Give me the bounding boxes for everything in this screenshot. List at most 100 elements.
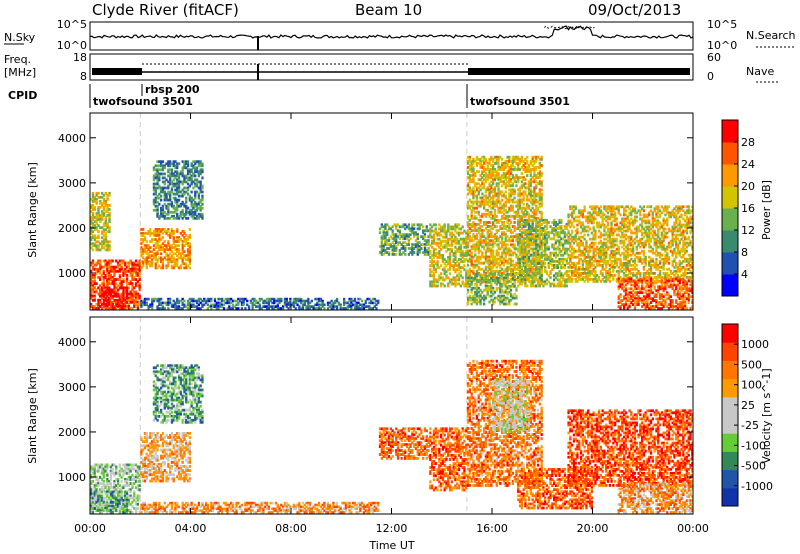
range-gate-cell: [190, 164, 193, 168]
range-gate-cell: [518, 249, 522, 253]
range-gate-cell: [488, 221, 491, 224]
range-gate-cell: [493, 214, 497, 218]
range-gate-cell: [481, 159, 484, 163]
range-gate-cell: [477, 190, 480, 194]
range-gate-cell: [303, 303, 306, 307]
range-gate-cell: [283, 299, 287, 303]
range-gate-cell: [454, 262, 457, 265]
range-gate-cell: [118, 298, 122, 302]
range-gate-cell: [504, 194, 507, 198]
range-gate-cell: [518, 204, 522, 208]
range-gate-cell: [152, 182, 156, 186]
range-gate-cell: [156, 210, 159, 214]
range-gate-cell: [215, 307, 218, 310]
range-gate-cell: [457, 276, 461, 280]
range-gate-cell: [477, 241, 480, 245]
range-gate-cell: [413, 223, 416, 227]
range-gate-cell: [152, 299, 156, 303]
range-gate-cell: [531, 214, 534, 218]
range-gate-cell: [493, 202, 497, 206]
range-gate-cell: [380, 237, 383, 241]
range-gate-cell: [483, 184, 486, 188]
range-gate-cell: [402, 245, 405, 248]
range-gate-cell: [501, 267, 504, 271]
range-gate-cell: [522, 223, 525, 226]
range-gate-cell: [425, 243, 428, 246]
range-gate-cell: [160, 260, 163, 264]
range-gate-cell: [474, 210, 477, 214]
range-gate-cell: [466, 269, 470, 273]
range-gate-cell: [411, 245, 414, 248]
range-gate-cell: [522, 253, 525, 257]
range-gate-cell: [99, 294, 102, 298]
range-gate-cell: [91, 248, 95, 252]
range-gate-cell: [149, 240, 152, 243]
range-gate-cell: [461, 241, 464, 245]
range-gate-cell: [468, 168, 471, 171]
range-gate-cell: [502, 227, 506, 230]
range-gate-cell: [524, 275, 527, 279]
range-gate-cell: [368, 307, 371, 310]
range-gate-cell: [140, 232, 143, 235]
range-gate-cell: [242, 301, 245, 305]
range-gate-cell: [174, 176, 177, 180]
range-gate-cell: [526, 276, 529, 280]
range-gate-cell: [104, 204, 107, 207]
range-gate-cell: [493, 190, 497, 194]
range-gate-cell: [490, 286, 493, 290]
range-gate-cell: [122, 269, 125, 273]
range-gate-cell: [474, 265, 477, 269]
range-gate-cell: [483, 294, 486, 298]
range-gate-cell: [465, 276, 468, 280]
range-gate-cell: [443, 225, 446, 229]
range-gate-cell: [518, 245, 522, 249]
range-gate-cell: [125, 292, 129, 296]
range-gate-cell: [273, 297, 276, 301]
range-gate-cell: [533, 233, 536, 237]
range-gate-cell: [262, 299, 265, 303]
range-gate-cell: [506, 198, 509, 202]
range-gate-cell: [235, 303, 238, 307]
range-gate-cell: [486, 166, 489, 169]
range-gate-cell: [213, 297, 217, 301]
range-gate-cell: [535, 239, 538, 243]
range-gate-cell: [163, 301, 166, 305]
range-gate-cell: [513, 279, 516, 282]
range-gate-cell: [108, 216, 111, 219]
range-gate-cell: [163, 166, 166, 170]
range-gate-cell: [194, 174, 197, 178]
range-gate-cell: [511, 269, 514, 273]
range-gate-cell: [97, 210, 100, 213]
range-gate-cell: [468, 180, 471, 184]
range-gate-cell: [317, 303, 321, 307]
range-gate-cell: [522, 190, 525, 194]
range-gate-cell: [335, 305, 339, 308]
range-gate-cell: [217, 297, 220, 301]
range-gate-cell: [520, 253, 523, 257]
range-gate-cell: [95, 248, 98, 252]
range-gate-cell: [474, 229, 477, 232]
range-gate-cell: [420, 223, 423, 227]
range-gate-cell: [526, 231, 529, 235]
range-gate-cell: [445, 245, 448, 249]
range-gate-cell: [529, 233, 532, 237]
range-gate-cell: [387, 225, 391, 229]
range-gate-cell: [504, 227, 507, 230]
range-gate-cell: [134, 278, 138, 281]
range-gate-cell: [536, 192, 540, 196]
range-gate-cell: [506, 302, 509, 306]
range-gate-cell: [499, 235, 502, 239]
range-gate-cell: [407, 225, 410, 229]
range-gate-cell: [145, 256, 148, 260]
range-gate-cell: [91, 290, 95, 294]
range-gate-cell: [398, 237, 401, 241]
range-gate-cell: [129, 300, 132, 304]
range-gate-cell: [504, 161, 507, 165]
range-gate-cell: [522, 159, 525, 163]
range-gate-cell: [470, 161, 473, 165]
range-gate-cell: [502, 176, 506, 180]
range-gate-cell: [438, 274, 441, 278]
range-gate-cell: [416, 247, 419, 250]
range-gate-cell: [113, 282, 116, 286]
range-gate-cell: [466, 233, 470, 237]
